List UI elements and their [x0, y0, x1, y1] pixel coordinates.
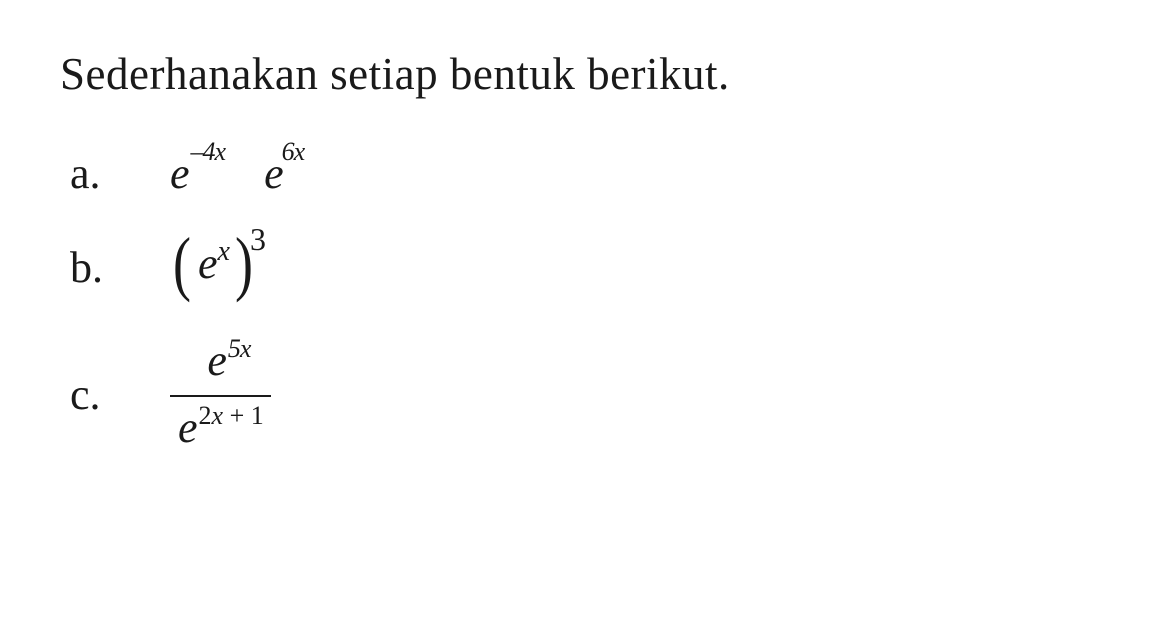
problem-a-exp1: –4x — [191, 137, 226, 167]
problem-b-expression: ( ex ) 3 — [170, 231, 272, 303]
problem-a: a. e–4xe6x — [70, 148, 1107, 199]
instruction-text: Sederhanakan setiap bentuk berikut. — [60, 48, 1107, 100]
problem-c-num-base: e — [207, 336, 227, 385]
left-paren-icon: ( — [173, 227, 191, 299]
problem-b-label: b. — [70, 242, 120, 293]
page: Sederhanakan setiap bentuk berikut. a. e… — [0, 0, 1167, 503]
problem-b: b. ( ex ) 3 — [70, 231, 1107, 303]
problem-a-expression: e–4xe6x — [170, 148, 306, 199]
problem-a-base1: e — [170, 148, 190, 199]
problem-a-exp2: 6x — [282, 137, 305, 167]
problem-a-label: a. — [70, 148, 120, 199]
problem-c-den-base: e — [178, 403, 198, 452]
problem-c-numerator: e5x — [199, 335, 257, 392]
problem-c: c. e5x e2x + 1 — [70, 335, 1107, 455]
problem-b-inner: ex — [194, 238, 232, 289]
problem-c-den-exp: 2x + 1 — [199, 401, 264, 430]
problem-b-outer-exp: 3 — [250, 221, 266, 258]
problem-c-denominator: e2x + 1 — [170, 400, 271, 455]
problem-c-num-exp: 5x — [228, 334, 251, 363]
problem-b-base: e — [198, 239, 218, 288]
problem-list: a. e–4xe6x b. ( ex ) 3 c. e5x — [60, 148, 1107, 455]
problem-b-inner-exp: x — [218, 236, 230, 267]
fraction-bar-icon — [170, 395, 271, 397]
problem-c-label: c. — [70, 369, 120, 420]
problem-c-expression: e5x e2x + 1 — [170, 335, 271, 455]
